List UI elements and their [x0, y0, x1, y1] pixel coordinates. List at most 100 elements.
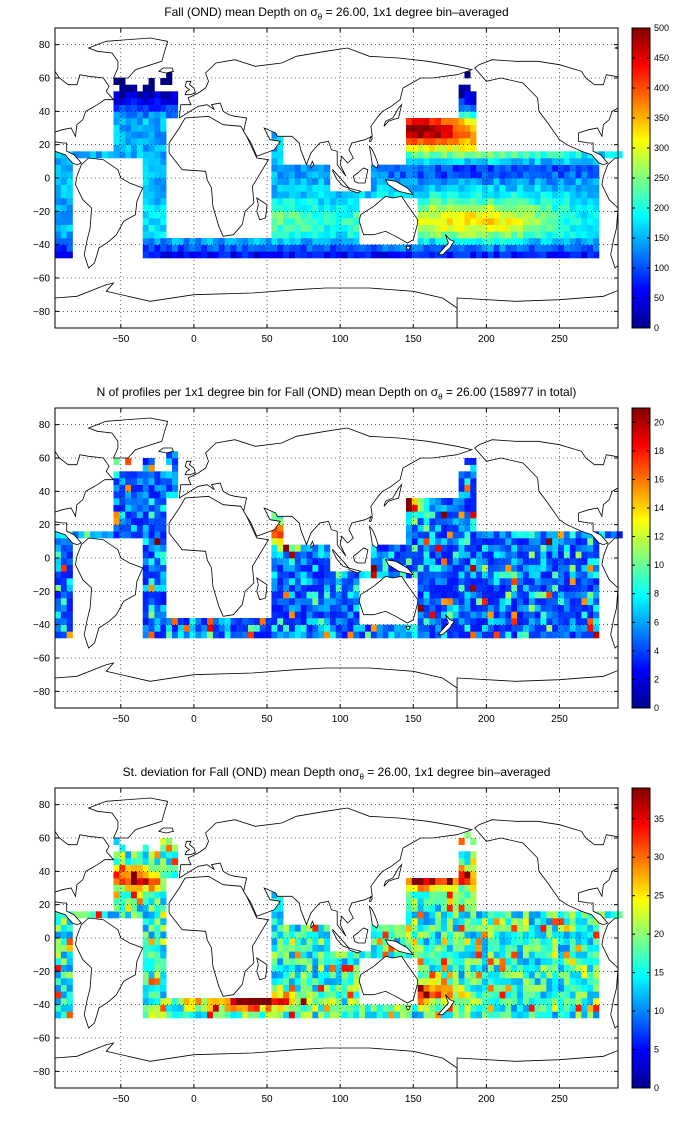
data-cell [306, 198, 313, 205]
data-cell [587, 578, 594, 585]
data-cell [569, 591, 576, 599]
data-cell [569, 184, 576, 192]
data-cell [534, 938, 541, 945]
data-cell [277, 184, 284, 192]
data-cell [540, 918, 547, 925]
landmass [383, 483, 403, 507]
data-cell [312, 998, 319, 1005]
data-cell [148, 564, 155, 572]
data-cell [441, 598, 448, 605]
data-cell [277, 911, 284, 919]
data-cell [236, 251, 243, 259]
data-cell [604, 531, 611, 539]
data-cell [464, 98, 471, 105]
data-cell [563, 918, 571, 925]
data-cell [593, 1011, 600, 1019]
data-cell [593, 164, 600, 172]
data-cell [575, 624, 582, 632]
data-cell [300, 1004, 307, 1012]
data-cell [417, 984, 424, 992]
data-cell [482, 924, 489, 932]
data-cell [283, 584, 290, 592]
data-cell [575, 591, 582, 599]
data-cell [423, 524, 430, 532]
data-cell [142, 524, 149, 532]
data-cell [136, 124, 144, 132]
data-cell [575, 1004, 582, 1012]
data-cell [493, 251, 500, 259]
data-cell [154, 558, 161, 565]
data-cell [113, 911, 120, 919]
data-cell [587, 991, 594, 999]
data-cell [446, 931, 454, 939]
data-cell [411, 931, 418, 939]
data-cell [598, 531, 606, 539]
data-cell [476, 164, 483, 172]
data-cell [558, 611, 565, 619]
data-cell [136, 858, 144, 865]
data-cell [458, 111, 465, 119]
landmass [178, 427, 474, 557]
data-cell [464, 571, 471, 579]
data-cell [458, 138, 465, 145]
data-cell [470, 151, 477, 159]
data-cell [265, 244, 272, 252]
data-cell [177, 238, 184, 245]
data-cell [540, 971, 547, 979]
data-cell [359, 1011, 366, 1019]
data-cell [125, 84, 132, 92]
data-cell [60, 958, 67, 965]
data-cell [522, 544, 530, 552]
data-cell [552, 571, 559, 579]
data-cell [177, 1011, 184, 1019]
data-cell [113, 884, 120, 892]
data-cell [452, 118, 459, 125]
data-cell [113, 524, 120, 532]
data-cell [464, 1004, 471, 1012]
data-cell [148, 511, 155, 519]
data-cell [482, 618, 489, 625]
data-cell [148, 84, 155, 92]
data-cell [148, 91, 155, 99]
data-cell [499, 918, 506, 925]
data-cell [546, 544, 553, 552]
data-cell [464, 964, 471, 972]
data-cell [441, 191, 448, 199]
data-cell [563, 544, 571, 552]
data-cell [575, 584, 582, 592]
data-cell [376, 251, 383, 259]
data-cell [271, 1011, 278, 1019]
data-cell [423, 918, 430, 925]
landmass [613, 426, 618, 430]
data-cell [593, 931, 600, 939]
data-cell [119, 531, 126, 539]
data-cell [347, 211, 354, 219]
mean-depth-map: −50 0 50 100 150 200 250−80−60−40−200204060800… [33, 23, 669, 345]
data-cell [563, 984, 571, 992]
data-cell [154, 591, 161, 599]
data-cell [593, 938, 600, 945]
data-cell [113, 138, 120, 145]
data-cell [171, 1011, 179, 1019]
data-cell [329, 978, 337, 985]
data-cell [493, 238, 500, 245]
data-cell [581, 178, 588, 185]
data-cell [201, 244, 208, 252]
data-cell [528, 184, 535, 192]
data-cell [569, 584, 576, 592]
data-cell [487, 171, 494, 179]
data-cell [113, 118, 120, 125]
data-cell [347, 611, 354, 619]
data-cell [575, 978, 582, 985]
data-cell [522, 964, 530, 972]
data-cell [476, 191, 483, 199]
data-cell [593, 924, 600, 932]
data-cell [563, 224, 571, 232]
y-tick-label: −60 [33, 1034, 50, 1045]
data-cell [522, 951, 530, 959]
data-cell [84, 151, 91, 159]
data-cell [417, 604, 424, 612]
data-cell [429, 158, 436, 165]
data-cell [405, 124, 413, 132]
data-cell [382, 551, 389, 559]
